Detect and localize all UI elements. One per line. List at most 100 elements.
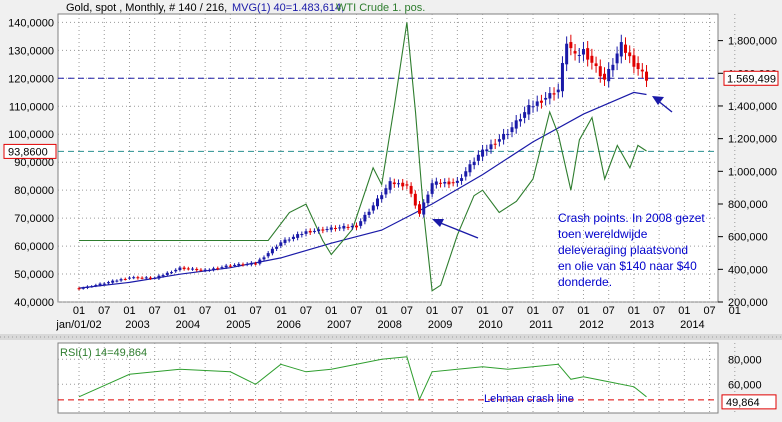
gold-candle-body [123, 278, 127, 280]
gold-candle-body [602, 73, 606, 80]
gold-candle-body [531, 106, 535, 108]
gold-candle-body [615, 53, 619, 64]
gold-candle-body [237, 263, 241, 266]
y-tick-left: 60,0000 [14, 241, 54, 253]
gold-candle-body [245, 263, 249, 265]
x-tick-month: 07 [350, 305, 362, 317]
gold-candle-body [401, 182, 405, 187]
rsi-plot-area [57, 342, 719, 414]
y-tick-left: 100,0000 [8, 129, 54, 141]
gold-candle-body [321, 229, 325, 231]
gold-candle-body [249, 262, 253, 265]
gold-candle-body [497, 139, 501, 142]
gold-candle-body [619, 42, 623, 57]
y-tick-left: 40,0000 [14, 297, 54, 309]
y-tick-left: 70,0000 [14, 213, 54, 225]
gold-candle-body [464, 171, 468, 177]
x-tick-month: 01 [628, 305, 640, 317]
gold-candle-body [195, 268, 199, 271]
gold-candle-body [645, 71, 649, 81]
gold-candle-body [409, 185, 413, 194]
x-tick-year: jan/01/02 [55, 319, 101, 331]
x-tick-month: 01 [426, 305, 438, 317]
gold-candle-body [375, 198, 379, 207]
gold-candle-body [506, 134, 510, 136]
gold-candle-body [422, 202, 426, 215]
gold-candle-body [119, 279, 123, 281]
gold-candle-body [153, 278, 157, 280]
gold-candle-body [535, 101, 539, 106]
gold-candle-body [560, 63, 564, 92]
x-tick-year: 2013 [630, 319, 654, 331]
gold-candle-body [418, 204, 422, 214]
y-tick-left: 130,0000 [8, 45, 54, 57]
gold-candle-body [144, 277, 148, 279]
x-tick-month: 01 [224, 305, 236, 317]
gold-candle-body [199, 269, 203, 271]
gold-candle-body [565, 43, 569, 65]
x-tick-month: 01 [325, 305, 337, 317]
gold-candle-body [556, 89, 560, 93]
gold-candle-body [174, 269, 178, 272]
gold-candle-body [447, 181, 451, 185]
gold-candle-body [186, 268, 190, 270]
x-tick-month: 07 [149, 305, 161, 317]
gold-price-value: 1.569,499 [727, 73, 776, 85]
gold-candle-body [127, 277, 131, 279]
rsi-value: 49,864 [726, 397, 760, 409]
y-tick-right: 1.000,000 [728, 166, 777, 178]
gold-candle-body [472, 161, 476, 166]
x-tick-month: 07 [199, 305, 211, 317]
gold-candle-body [481, 149, 485, 157]
gold-candle-body [455, 180, 459, 183]
gold-candle-body [413, 193, 417, 206]
gold-candle-body [258, 259, 262, 264]
gold-candle-body [220, 267, 224, 269]
gold-candle-body [636, 63, 640, 70]
gold-candle-body [628, 52, 632, 57]
gold-candle-body [539, 100, 543, 103]
x-tick-year: 2004 [176, 319, 200, 331]
gold-candle-body [262, 257, 266, 260]
gold-candle-body [132, 277, 136, 279]
y-tick-right: 200,000 [728, 297, 768, 309]
gold-candle-body [514, 120, 518, 129]
gold-candle-body [527, 105, 531, 115]
gold-candle-body [573, 51, 577, 54]
gold-candle-body [94, 285, 98, 287]
x-tick-year: 2012 [579, 319, 603, 331]
gold-candle-body [485, 149, 489, 152]
gold-candle-body [451, 182, 455, 184]
gold-candle-body [338, 227, 342, 229]
arrow-2013 [652, 96, 673, 113]
y-tick-right: 1.200,000 [728, 134, 777, 146]
y-tick-left: 110,0000 [9, 101, 54, 113]
annotation-line-5: donderde. [558, 275, 612, 289]
gold-candle-body [552, 93, 556, 95]
gold-candle-body [291, 236, 295, 239]
x-tick-year: 2009 [428, 319, 452, 331]
gold-candle-body [548, 93, 552, 99]
x-tick-month: 07 [300, 305, 312, 317]
gold-candle-body [216, 268, 220, 270]
gold-candle-body [405, 184, 409, 186]
gold-candle-body [363, 214, 367, 222]
y-tick-right: 1.800,000 [728, 36, 777, 48]
gold-candle-body [544, 97, 548, 100]
gold-candle-body [590, 55, 594, 63]
gold-candle-body [632, 55, 636, 67]
x-tick-year: 2010 [478, 319, 502, 331]
x-tick-month: 07 [703, 305, 715, 317]
y-tick-right: 600,000 [728, 232, 768, 244]
gold-candle-body [270, 248, 274, 254]
gold-candle-body [354, 225, 358, 228]
x-tick-month: 01 [275, 305, 287, 317]
panel-splitter[interactable] [0, 334, 782, 340]
y-tick-right: 1.400,000 [728, 101, 777, 113]
gold-candle-body [115, 280, 119, 282]
y-tick-left: 140,0000 [8, 17, 54, 29]
gold-candle-body [434, 181, 438, 185]
gold-candle-body [460, 178, 464, 181]
gold-candle-body [325, 229, 329, 231]
